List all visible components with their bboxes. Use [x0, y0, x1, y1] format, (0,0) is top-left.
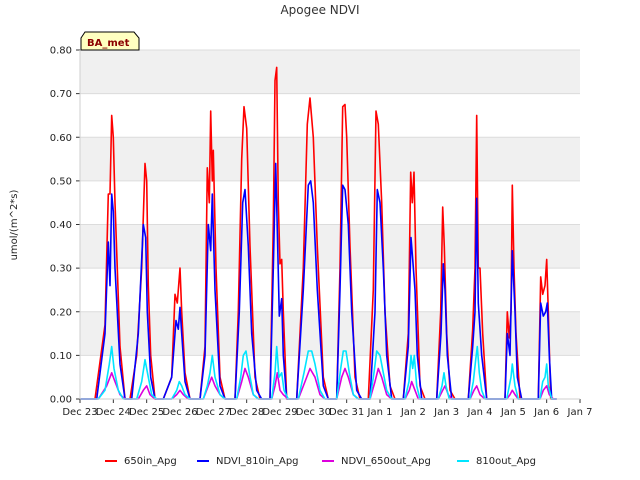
x-tick-label: Dec 24	[96, 407, 131, 418]
y-tick-label: 0.70	[50, 89, 72, 100]
y-tick-label: 0.10	[50, 351, 72, 362]
x-tick-label: Jan 5	[500, 407, 526, 418]
badge-shape	[80, 31, 140, 51]
y-tick-label: 0.60	[50, 133, 72, 144]
x-tick-label: Dec 26	[162, 407, 197, 418]
x-tick-label: Dec 30	[296, 407, 331, 418]
axes: 0.00 0.10 0.20 0.30 0.40 0.50 0.60 0.70 0.80 Dec …	[50, 46, 593, 419]
x-tick-label: Dec 27	[196, 407, 231, 418]
legend-label-2: NDVI_650out_Apg	[341, 456, 431, 467]
x-tick-label: Dec 28	[229, 407, 264, 418]
legend-label-0: 650in_Apg	[124, 456, 177, 467]
plot-band	[80, 50, 580, 94]
x-tick-label: Jan 6	[533, 407, 559, 418]
x-tick-label: Dec 29	[262, 407, 297, 418]
grid	[80, 49, 580, 400]
series-line-3	[80, 345, 557, 400]
legend-label-3: 810out_Apg	[476, 456, 536, 467]
y-tick-label: 0.00	[50, 395, 72, 406]
series-line-2	[80, 367, 557, 400]
series-line-1	[80, 162, 557, 400]
x-tick-label: Jan 2	[400, 407, 426, 418]
chart-title: Apogee NDVI	[280, 3, 359, 17]
badge-text: BA_met	[87, 38, 130, 49]
y-tick-label: 0.50	[50, 176, 72, 187]
x-tick-label: Jan 4	[467, 407, 493, 418]
x-tick-label: Dec 23	[62, 407, 97, 418]
y-tick-label: 0.20	[50, 307, 72, 318]
badge: BA_met	[80, 31, 140, 51]
y-tick-label: 0.30	[50, 264, 72, 275]
series-layer	[80, 66, 557, 400]
x-tick-label: Dec 31	[329, 407, 364, 418]
x-tick-label: Jan 3	[433, 407, 459, 418]
legend-label-1: NDVI_810in_Apg	[216, 456, 299, 467]
x-tick-label: Jan 1	[367, 407, 393, 418]
y-tick-label: 0.40	[50, 220, 72, 231]
x-tick-label: Jan 7	[567, 407, 593, 418]
y-axis-label: umol/(m^2*s)	[9, 189, 20, 260]
plot-band	[80, 137, 580, 181]
plot-band	[80, 311, 580, 356]
y-tick-label: 0.80	[50, 46, 72, 57]
legend: 650in_Apg NDVI_810in_Apg NDVI_650out_Apg 81…	[105, 456, 536, 467]
plot-band	[80, 224, 580, 269]
x-tick-label: Dec 25	[129, 407, 164, 418]
